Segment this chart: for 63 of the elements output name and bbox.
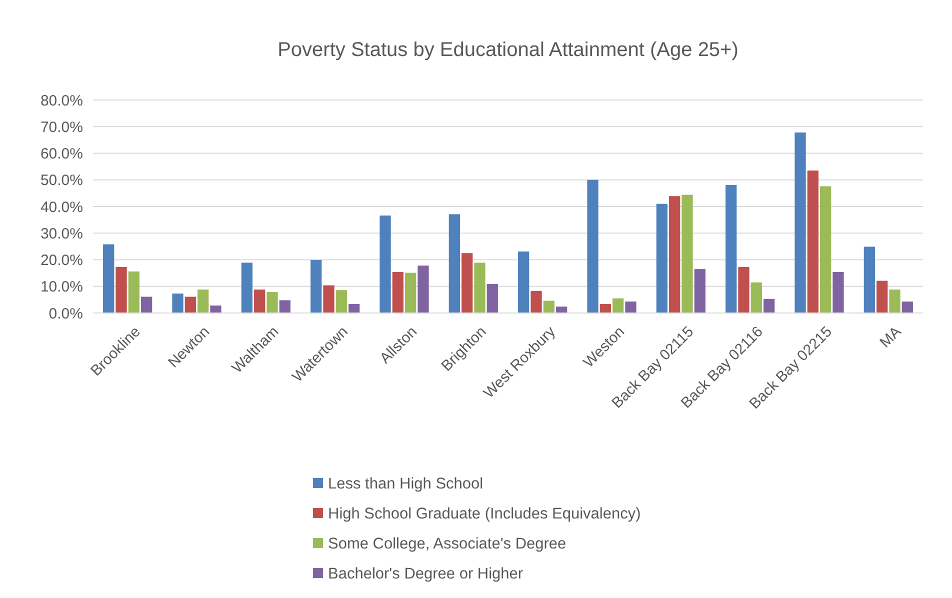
y-tick-label: 60.0% [40, 146, 83, 162]
bar [392, 272, 404, 313]
bar [462, 253, 473, 313]
y-tick-label: 0.0% [48, 305, 83, 322]
bar [807, 170, 818, 313]
bar [656, 204, 668, 313]
bar [587, 180, 598, 313]
bar [210, 306, 222, 313]
bar [556, 306, 568, 313]
bar [448, 214, 460, 313]
bar [103, 244, 114, 313]
bar [518, 251, 530, 313]
bar [876, 280, 888, 313]
bar [543, 300, 554, 313]
bar [116, 266, 127, 313]
bar [694, 269, 706, 313]
bar [418, 266, 429, 313]
bar [279, 300, 290, 313]
bar [348, 304, 360, 313]
y-tick-label: 30.0% [40, 225, 83, 242]
bar [380, 216, 391, 313]
chart-title: Poverty Status by Educational Attainment (Age 25+) [278, 39, 738, 61]
bar [141, 296, 152, 313]
bar [600, 304, 611, 313]
bar [612, 298, 624, 313]
bar [682, 194, 693, 313]
bar [794, 132, 806, 313]
y-tick-label: 10.0% [40, 278, 83, 296]
bar [172, 294, 184, 313]
bar [669, 196, 680, 313]
y-tick-label: 70.0% [40, 118, 83, 136]
x-tick-label: MA [876, 323, 905, 352]
bar [530, 290, 542, 313]
bar [864, 246, 875, 313]
bar [323, 285, 334, 313]
bar [625, 302, 636, 313]
y-tick-label: 40.0% [40, 198, 83, 216]
bar [832, 272, 844, 313]
bar [128, 271, 140, 313]
legend-label: High School Graduate (Includes Equivalency) [328, 505, 641, 522]
bar [254, 290, 266, 313]
bar [889, 290, 900, 313]
bar [198, 290, 209, 313]
legend-label: Bachelor's Degree or Higher [328, 565, 524, 582]
bar [310, 260, 322, 313]
bar [764, 298, 775, 313]
legend-label: Some College, Associate's Degree [328, 535, 566, 552]
bar [902, 302, 913, 313]
bar [336, 290, 347, 313]
bar [486, 284, 498, 313]
bar [820, 186, 832, 313]
bar [184, 296, 196, 313]
bar [241, 262, 252, 313]
y-tick-label: 80.0% [40, 92, 83, 110]
bar [750, 282, 762, 313]
y-tick-label: 20.0% [40, 252, 83, 269]
bar [405, 272, 416, 313]
bar [266, 292, 278, 313]
legend-label: Less than High School [328, 475, 484, 492]
bar [726, 184, 737, 313]
bar [738, 266, 750, 313]
bar [474, 262, 486, 313]
y-tick-label: 50.0% [40, 172, 83, 190]
